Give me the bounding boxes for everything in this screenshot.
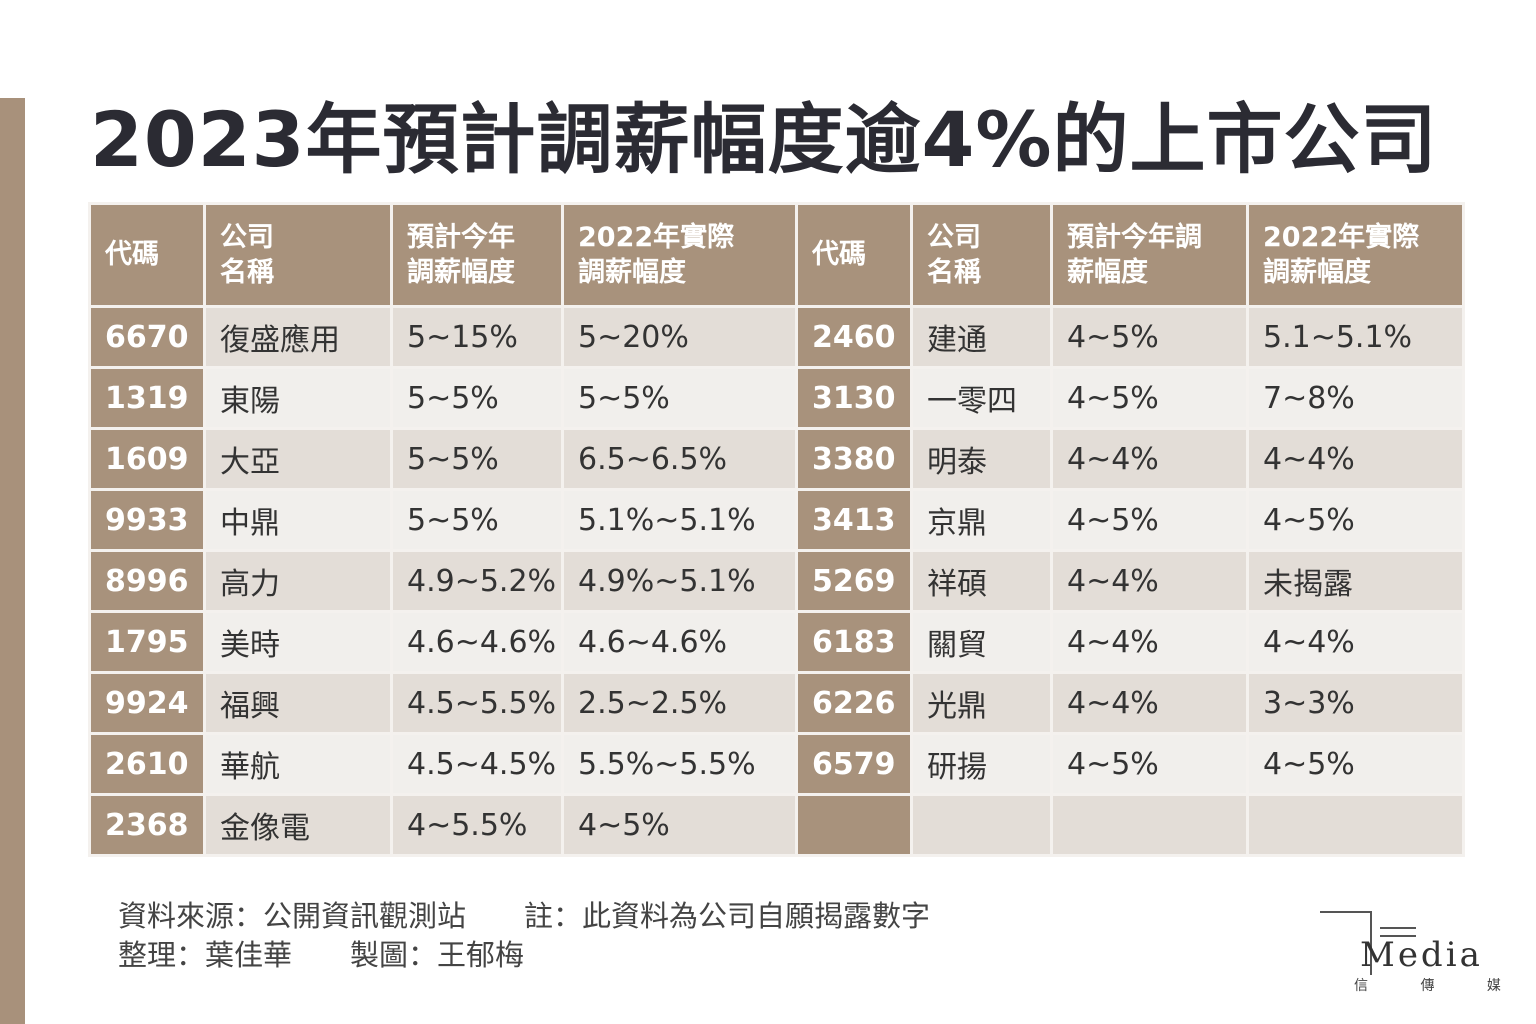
cell-2022-raise: 6.5~6.5% xyxy=(561,427,798,491)
cell-expected-raise: 4.5~4.5% xyxy=(390,732,564,796)
cell-company: 光鼎 xyxy=(910,671,1053,735)
cell-expected-raise: 4.5~5.5% xyxy=(390,671,564,735)
table-row: 6670 復盛應用 5~15% 5~20% 2460 建通 4~5% 5.1~5.1% xyxy=(88,305,1465,369)
header-row: 代碼 公司 名稱 預計今年 調薪幅度 2022年實際 調薪幅度 代碼 公司 名稱… xyxy=(88,202,1465,308)
cell-company: 高力 xyxy=(203,549,393,613)
table-row: 2368 金像電 4~5.5% 4~5% xyxy=(88,793,1465,857)
cell-2022-raise: 5.1%~5.1% xyxy=(561,488,798,552)
header-code: 代碼 xyxy=(88,202,206,308)
cell-code: 9933 xyxy=(88,488,206,552)
cell-code: 6579 xyxy=(795,732,913,796)
cell-company: 明泰 xyxy=(910,427,1053,491)
left-accent-bar xyxy=(0,98,25,1024)
header-expected-raise: 預計今年調 薪幅度 xyxy=(1050,202,1249,308)
cell-code: 5269 xyxy=(795,549,913,613)
cell-company: 東陽 xyxy=(203,366,393,430)
header-company: 公司 名稱 xyxy=(203,202,393,308)
cell-2022-raise: 4~4% xyxy=(1246,427,1465,491)
credits: 整理：葉佳華 製圖：王郁梅 xyxy=(118,938,525,972)
table-row: 1319 東陽 5~5% 5~5% 3130 一零四 4~5% 7~8% xyxy=(88,366,1465,430)
cell-code: 2610 xyxy=(88,732,206,796)
cell-2022-raise: 4.6~4.6% xyxy=(561,610,798,674)
cell-2022-raise xyxy=(1246,793,1465,857)
cell-company: 建通 xyxy=(910,305,1053,369)
cell-2022-raise: 5~5% xyxy=(561,366,798,430)
header-2022-raise: 2022年實際 調薪幅度 xyxy=(1246,202,1465,308)
cell-expected-raise: 4~5% xyxy=(1050,305,1249,369)
cell-expected-raise: 4~5% xyxy=(1050,366,1249,430)
salary-table: 代碼 公司 名稱 預計今年 調薪幅度 2022年實際 調薪幅度 代碼 公司 名稱… xyxy=(88,202,1465,857)
header-code: 代碼 xyxy=(795,202,913,308)
cell-code: 1319 xyxy=(88,366,206,430)
cell-code: 8996 xyxy=(88,549,206,613)
cell-2022-raise: 7~8% xyxy=(1246,366,1465,430)
table-row: 8996 高力 4.9~5.2% 4.9%~5.1% 5269 祥碩 4~4% 未揭露 xyxy=(88,549,1465,613)
cell-2022-raise: 2.5~2.5% xyxy=(561,671,798,735)
cell-code: 2460 xyxy=(795,305,913,369)
cell-code: 9924 xyxy=(88,671,206,735)
table-row: 9933 中鼎 5~5% 5.1%~5.1% 3413 京鼎 4~5% 4~5% xyxy=(88,488,1465,552)
cell-expected-raise: 4~4% xyxy=(1050,610,1249,674)
cell-company: 復盛應用 xyxy=(203,305,393,369)
cell-expected-raise: 4.6~4.6% xyxy=(390,610,564,674)
cell-company: 金像電 xyxy=(203,793,393,857)
header-2022-raise: 2022年實際 調薪幅度 xyxy=(561,202,798,308)
cell-company: 京鼎 xyxy=(910,488,1053,552)
cell-code: 6226 xyxy=(795,671,913,735)
cell-company: 關貿 xyxy=(910,610,1053,674)
cell-expected-raise: 4~5% xyxy=(1050,488,1249,552)
cell-company: 華航 xyxy=(203,732,393,796)
cell-code: 6670 xyxy=(88,305,206,369)
page-title: 2023年預計調薪幅度逾4%的上市公司 xyxy=(90,95,1438,184)
header-expected-raise: 預計今年 調薪幅度 xyxy=(390,202,564,308)
table-row: 9924 福興 4.5~5.5% 2.5~2.5% 6226 光鼎 4~4% 3~3% xyxy=(88,671,1465,735)
cell-expected-raise: 5~5% xyxy=(390,488,564,552)
table-row: 1795 美時 4.6~4.6% 4.6~4.6% 6183 關貿 4~4% 4~4% xyxy=(88,610,1465,674)
cell-company: 福興 xyxy=(203,671,393,735)
cell-expected-raise: 5~5% xyxy=(390,427,564,491)
cell-expected-raise: 4~5% xyxy=(1050,732,1249,796)
cell-2022-raise: 5.5%~5.5% xyxy=(561,732,798,796)
header-company: 公司 名稱 xyxy=(910,202,1053,308)
cell-2022-raise: 4~5% xyxy=(1246,732,1465,796)
table-row: 1609 大亞 5~5% 6.5~6.5% 3380 明泰 4~4% 4~4% xyxy=(88,427,1465,491)
cell-2022-raise: 未揭露 xyxy=(1246,549,1465,613)
cell-company: 大亞 xyxy=(203,427,393,491)
cell-code: 3130 xyxy=(795,366,913,430)
cell-2022-raise: 4~5% xyxy=(1246,488,1465,552)
cell-company xyxy=(910,793,1053,857)
cell-expected-raise: 4~4% xyxy=(1050,671,1249,735)
cell-code: 1609 xyxy=(88,427,206,491)
cell-2022-raise: 4.9%~5.1% xyxy=(561,549,798,613)
logo-text: Media xyxy=(1360,935,1483,975)
cell-expected-raise: 5~5% xyxy=(390,366,564,430)
cell-company: 美時 xyxy=(203,610,393,674)
cell-2022-raise: 5.1~5.1% xyxy=(1246,305,1465,369)
cell-expected-raise xyxy=(1050,793,1249,857)
cell-expected-raise: 4~4% xyxy=(1050,549,1249,613)
cell-2022-raise: 3~3% xyxy=(1246,671,1465,735)
cmedia-logo: Media 信 傳 媒 xyxy=(1318,905,1508,1005)
cell-expected-raise: 5~15% xyxy=(390,305,564,369)
cell-expected-raise: 4~5.5% xyxy=(390,793,564,857)
cell-company: 中鼎 xyxy=(203,488,393,552)
cell-2022-raise: 5~20% xyxy=(561,305,798,369)
cell-code xyxy=(795,793,913,857)
cell-expected-raise: 4~4% xyxy=(1050,427,1249,491)
cell-code: 3380 xyxy=(795,427,913,491)
cell-code: 2368 xyxy=(88,793,206,857)
cell-2022-raise: 4~4% xyxy=(1246,610,1465,674)
cell-company: 祥碩 xyxy=(910,549,1053,613)
cell-code: 6183 xyxy=(795,610,913,674)
cell-expected-raise: 4.9~5.2% xyxy=(390,549,564,613)
cell-2022-raise: 4~5% xyxy=(561,793,798,857)
source-note: 資料來源：公開資訊觀測站 註：此資料為公司自願揭露數字 xyxy=(118,899,931,933)
cell-company: 一零四 xyxy=(910,366,1053,430)
table-row: 2610 華航 4.5~4.5% 5.5%~5.5% 6579 研揚 4~5% 4~5% xyxy=(88,732,1465,796)
logo-chinese: 信 傳 媒 xyxy=(1354,978,1501,994)
cell-code: 1795 xyxy=(88,610,206,674)
cell-code: 3413 xyxy=(795,488,913,552)
cell-company: 研揚 xyxy=(910,732,1053,796)
